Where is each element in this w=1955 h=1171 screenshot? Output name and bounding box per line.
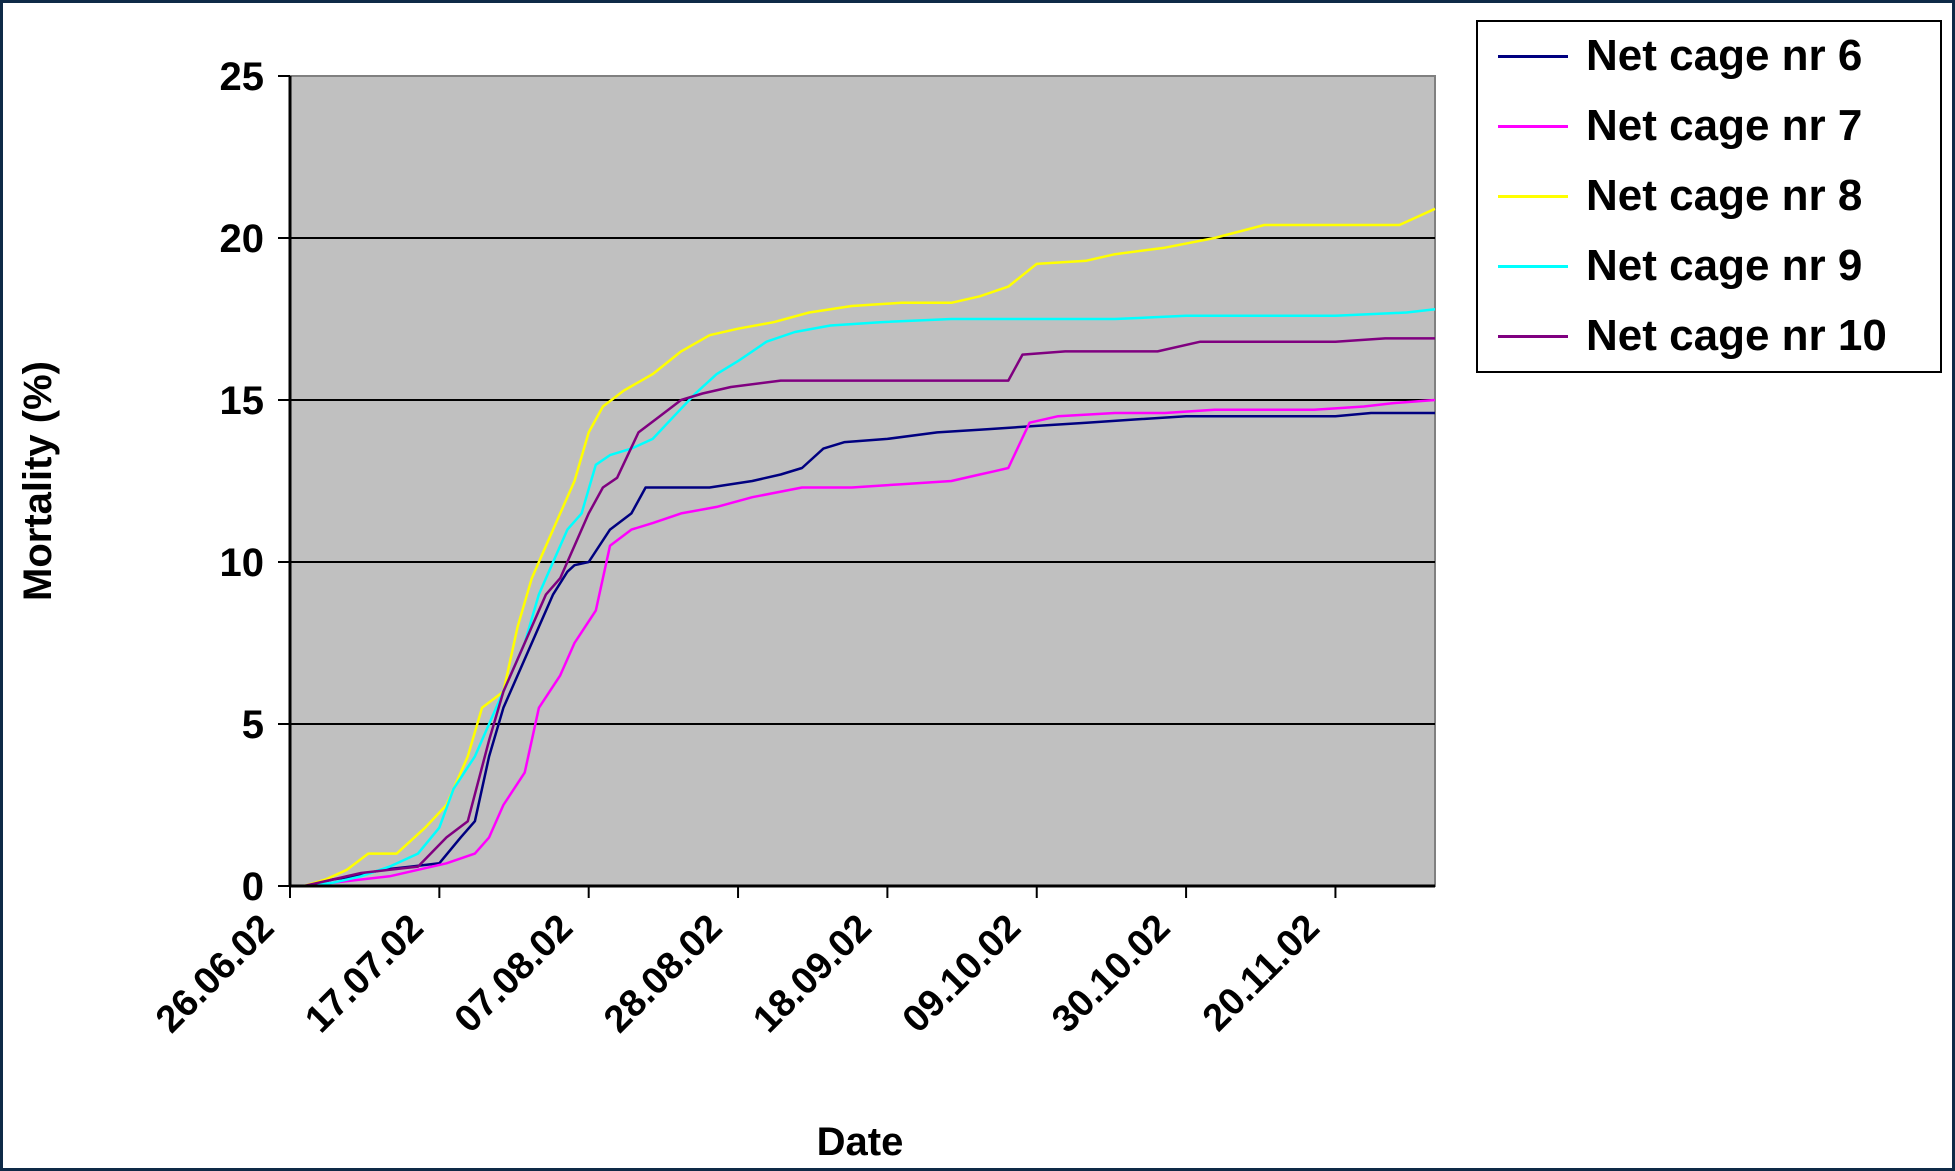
- legend-label: Net cage nr 10: [1586, 311, 1887, 360]
- y-tick-label: 25: [220, 55, 265, 99]
- legend-swatch: [1498, 264, 1568, 268]
- x-tick-label: 09.10.02: [895, 907, 1029, 1041]
- x-tick-label: 20.11.02: [1195, 907, 1328, 1040]
- legend-label: Net cage nr 7: [1586, 101, 1863, 150]
- legend: Net cage nr 6 Net cage nr 7 Net cage nr 8 N…: [1476, 20, 1942, 373]
- legend-label: Net cage nr 9: [1586, 241, 1863, 290]
- y-tick-label: 15: [220, 379, 265, 423]
- axes-layer: [288, 76, 1435, 888]
- y-axis-ticks: 0 5 10 15 20 25: [220, 55, 290, 909]
- line-chart: 0 5 10 15 20 25 26.06.02 17.07.02 07.08.02 28.08…: [16, 55, 1436, 1164]
- legend-label: Net cage nr 6: [1586, 31, 1863, 80]
- x-tick-label: 07.08.02: [447, 907, 581, 1041]
- y-tick-label: 20: [220, 217, 265, 261]
- series-layer: [303, 207, 1436, 888]
- series-line-2: [304, 398, 1436, 888]
- x-tick-label: 30.10.02: [1044, 907, 1178, 1041]
- y-tick-label: 10: [220, 541, 265, 585]
- legend-entry: Net cage nr 8: [1498, 166, 1862, 226]
- series-line-1: [303, 411, 1435, 888]
- y-tick-label: 0: [242, 865, 264, 909]
- legend-entry: Net cage nr 9: [1498, 236, 1862, 296]
- y-tick-label: 5: [242, 703, 264, 747]
- series-line-5: [303, 337, 1435, 888]
- plot-area: [289, 75, 1436, 887]
- legend-swatch: [1498, 194, 1568, 198]
- x-tick-label: 17.07.02: [297, 907, 431, 1041]
- legend-entry: Net cage nr 7: [1498, 96, 1862, 156]
- chart-figure: 0 5 10 15 20 25 26.06.02 17.07.02 07.08.02 28.08…: [3, 3, 1952, 1168]
- y-axis-title: Mortality (%): [16, 361, 60, 601]
- x-axis-ticks: 26.06.02 17.07.02 07.08.02 28.08.02 18.09.02…: [148, 886, 1337, 1041]
- x-axis-title: Date: [817, 1120, 904, 1164]
- x-tick-label: 28.08.02: [596, 907, 730, 1041]
- legend-swatch: [1498, 124, 1568, 128]
- x-tick-label: 26.06.02: [148, 907, 282, 1041]
- x-tick-label: 18.09.02: [745, 907, 879, 1041]
- legend-swatch: [1498, 334, 1568, 338]
- grid-lines: [290, 237, 1435, 725]
- legend-swatch: [1498, 54, 1568, 58]
- legend-label: Net cage nr 8: [1586, 171, 1863, 220]
- legend-entry: Net cage nr 6: [1498, 26, 1862, 86]
- legend-entry: Net cage nr 10: [1498, 306, 1887, 366]
